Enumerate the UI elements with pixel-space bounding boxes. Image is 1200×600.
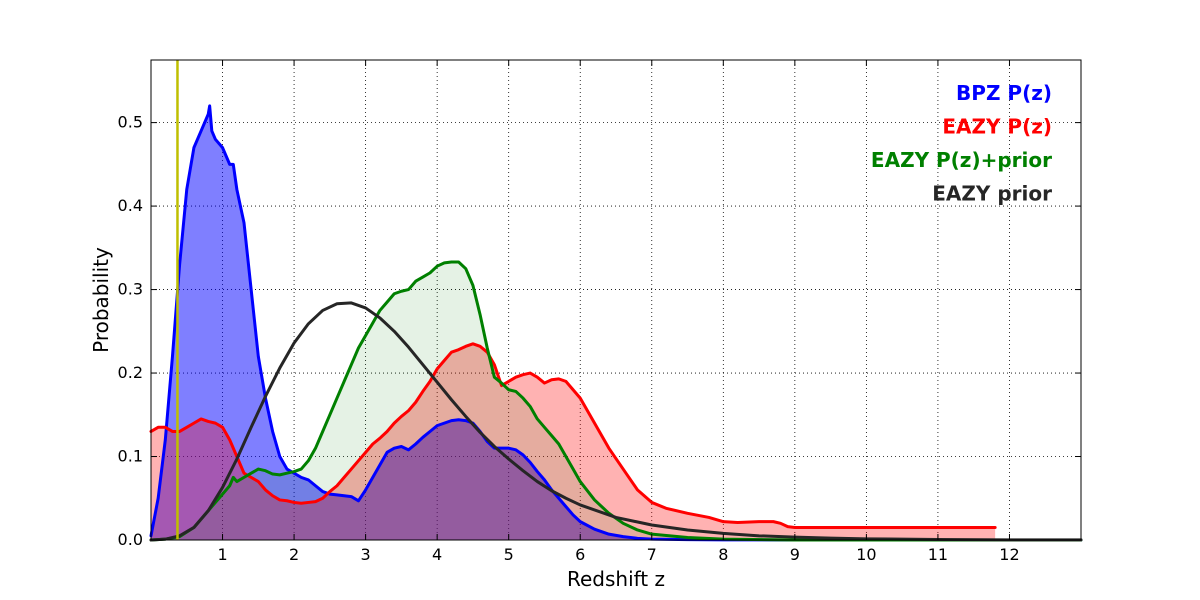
series-areas	[151, 105, 1081, 540]
x-tick-label: 8	[718, 545, 728, 564]
y-tick-label: 0.5	[118, 113, 143, 132]
y-tick-label: 0.2	[118, 363, 143, 382]
legend-entry: EAZY P(z)+prior	[871, 148, 1052, 172]
y-tick-label: 0.4	[118, 196, 143, 215]
x-tick-label: 3	[361, 545, 371, 564]
x-tick-label: 11	[928, 545, 948, 564]
series-area-2	[151, 262, 1081, 540]
legend-entry: EAZY prior	[932, 182, 1052, 206]
x-tick-label: 1	[217, 545, 227, 564]
series-line-2	[149, 260, 1083, 542]
y-axis-label: Probability	[89, 247, 113, 353]
x-tick-label: 6	[575, 545, 585, 564]
x-tick-label: 4	[432, 545, 442, 564]
series-area-1	[151, 343, 996, 540]
series-area-0	[151, 105, 1081, 540]
axis-ticks: 1 2 3 4 5 6 7 8 9 10 11 120.00.10.20.30.40.5	[118, 60, 1081, 564]
legend-entry: EAZY P(z)	[942, 115, 1052, 139]
legend-entry: BPZ P(z)	[956, 81, 1052, 105]
y-tick-label: 0.1	[118, 447, 143, 466]
y-tick-label: 0.0	[118, 530, 143, 549]
x-tick-label: 2	[289, 545, 299, 564]
x-tick-label: 5	[504, 545, 514, 564]
x-axis-label: Redshift z	[567, 567, 665, 591]
series-line-3	[149, 301, 1083, 542]
x-tick-label: 12	[999, 545, 1019, 564]
series-lines	[149, 104, 1083, 542]
x-tick-label: 10	[856, 545, 876, 564]
x-tick-label: 7	[647, 545, 657, 564]
plot-frame	[150, 59, 1082, 541]
y-tick-label: 0.3	[118, 280, 143, 299]
legend: BPZ P(z) EAZY P(z) EAZY P(z)+prior EAZY pri…	[871, 81, 1052, 206]
series-line-0	[149, 104, 1083, 542]
x-tick-label: 9	[790, 545, 800, 564]
